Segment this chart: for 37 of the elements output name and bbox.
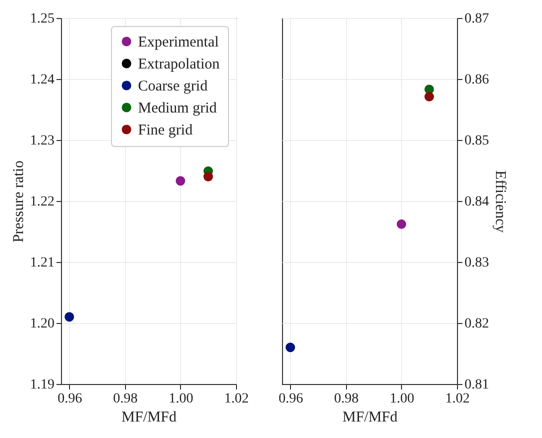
y-tick-label: 1.20	[30, 316, 54, 332]
x-tick-label: 0.98	[113, 392, 138, 406]
x-tick-label: 0.98	[334, 392, 359, 406]
y-tick-label: 1.22	[30, 194, 54, 210]
legend-label: Coarse grid	[138, 78, 208, 94]
legend-label: Experimental	[138, 34, 219, 50]
y-tick-label: 1.24	[30, 72, 54, 88]
y2-tick-label: 0.84	[464, 194, 489, 210]
point	[64, 312, 74, 322]
point	[203, 172, 213, 182]
y2-tick-label: 0.82	[464, 316, 489, 332]
point	[286, 342, 296, 352]
x-tick-label: 1.00	[390, 392, 414, 406]
y2-tick-label: 0.85	[464, 134, 489, 148]
x-axis-title: MF/MFd	[342, 410, 398, 426]
point	[176, 176, 186, 186]
y2-tick-label: 0.83	[464, 256, 489, 270]
legend-label: Fine grid	[138, 122, 194, 138]
point	[396, 219, 406, 229]
y-axis-title: Pressure ratio	[11, 160, 27, 243]
x-tick-label: 1.02	[224, 392, 249, 406]
x-axis-title: MF/MFd	[121, 410, 178, 426]
legend-label: Medium grid	[138, 100, 218, 116]
y-tick-label: 1.23	[30, 134, 54, 148]
y-tick-label: 1.21	[30, 256, 54, 270]
x-tick-label: 1.02	[445, 392, 470, 406]
x-tick-label: 1.00	[168, 392, 194, 406]
y2-tick-label: 0.81	[464, 378, 489, 392]
x-tick-label: 0.96	[278, 392, 304, 406]
point	[424, 92, 434, 102]
y2-tick-label: 0.86	[464, 72, 489, 88]
y2-axis-title: Efficiency	[492, 170, 508, 234]
x-tick-label: 0.96	[58, 392, 82, 406]
y-tick-label: 1.25	[30, 12, 54, 26]
y2-tick-label: 0.87	[464, 12, 489, 26]
y-tick-label: 1.19	[30, 378, 54, 392]
legend-label: Extrapolation	[138, 56, 220, 72]
